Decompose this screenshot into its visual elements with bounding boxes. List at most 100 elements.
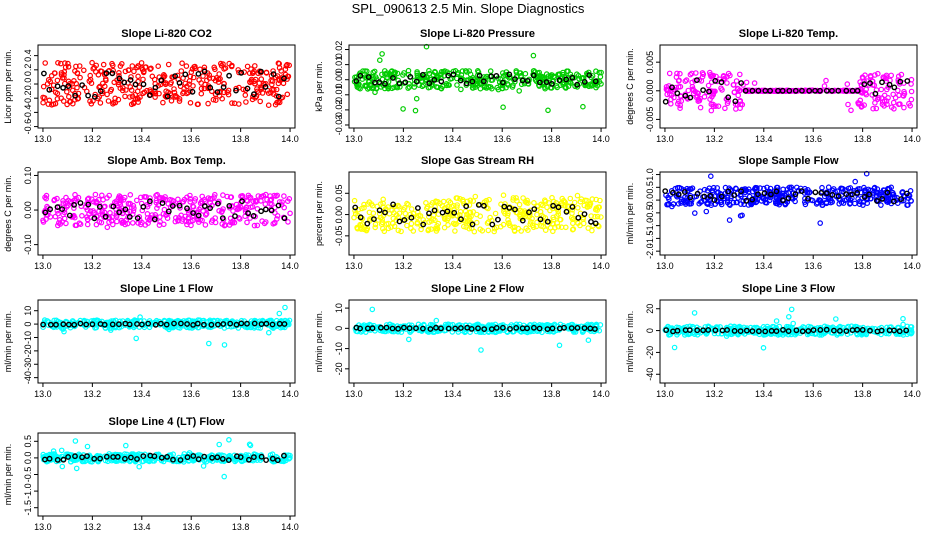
y-tick-label: 0.02 — [334, 41, 344, 59]
point-sample — [825, 184, 832, 191]
point-rh — [454, 195, 461, 201]
point-co2 — [205, 100, 211, 107]
point-temp — [883, 86, 890, 93]
point-line1 — [276, 310, 283, 317]
mean-point-co2 — [270, 71, 277, 78]
y-tick-label: -0.5 — [645, 205, 655, 221]
point-co2 — [152, 90, 159, 97]
point-co2 — [258, 76, 265, 82]
point-rh — [377, 201, 384, 207]
point-rh — [577, 198, 584, 205]
point-rh — [430, 216, 437, 222]
x-tick-label: 13.2 — [706, 261, 724, 271]
x-tick-label: 14.0 — [592, 134, 610, 144]
point-rh — [435, 199, 441, 205]
mean-point-ambbox — [71, 201, 78, 208]
mean-point-rh — [555, 204, 562, 211]
point-rh — [558, 200, 565, 206]
mean-point-pressure — [480, 78, 487, 85]
point-sample — [703, 208, 710, 215]
point-pressure — [494, 84, 501, 91]
point-ambbox — [249, 204, 256, 210]
point-temp — [875, 95, 882, 101]
point-pressure — [466, 68, 473, 74]
point-sample — [788, 194, 795, 201]
point-rh — [540, 223, 546, 230]
point-ambbox — [180, 199, 186, 205]
point-pressure — [477, 85, 484, 92]
points-line1 — [40, 304, 293, 348]
point-co2 — [259, 90, 266, 96]
mean-point-sample — [718, 193, 725, 200]
mean-point-co2 — [127, 77, 134, 83]
point-co2 — [40, 99, 46, 106]
x-tick-label: 13.8 — [854, 261, 872, 271]
point-co2 — [74, 70, 81, 76]
point-pressure — [469, 85, 476, 91]
point-pressure — [487, 68, 494, 74]
mean-point-co2 — [140, 81, 147, 88]
y-tick-label: -0.03 — [334, 115, 344, 136]
mean-point-ambbox — [232, 213, 238, 220]
mean-point-temp — [879, 79, 885, 86]
point-temp — [874, 70, 881, 77]
point-pressure — [411, 84, 418, 90]
point-pressure — [443, 81, 450, 87]
mean-point-pressure — [396, 80, 403, 87]
point-temp — [708, 107, 715, 114]
point-rh — [434, 226, 440, 232]
mean-point-sample — [711, 197, 718, 203]
point-co2 — [103, 77, 109, 84]
mean-point-co2 — [103, 70, 110, 77]
point-pressure — [438, 85, 445, 92]
mean-point-sample — [792, 191, 799, 198]
point-sample — [782, 201, 789, 208]
mean-point-line3 — [849, 327, 856, 333]
mean-point-pressure — [382, 80, 388, 87]
mean-point-pressure — [413, 78, 420, 85]
points-sample — [662, 170, 914, 226]
point-co2 — [192, 65, 199, 72]
point-temp — [873, 105, 880, 112]
point-ambbox — [199, 217, 205, 224]
mean-point-co2 — [244, 85, 251, 92]
point-line3 — [832, 316, 839, 322]
point-rh — [485, 205, 491, 212]
point-pressure — [593, 68, 599, 75]
mean-point-sample — [670, 189, 676, 196]
mean-point-co2 — [164, 93, 171, 100]
mean-point-sample — [738, 188, 744, 195]
mean-point-co2 — [172, 73, 179, 80]
point-co2 — [44, 81, 51, 87]
mean-point-co2 — [281, 75, 287, 82]
mean-point-temp — [755, 87, 762, 94]
x-tick-label: 13.0 — [345, 134, 363, 144]
point-line2 — [369, 306, 376, 313]
mean-point-pressure — [574, 81, 581, 88]
point-pressure — [395, 77, 402, 84]
point-ambbox — [60, 200, 67, 207]
point-co2 — [275, 76, 282, 82]
mean-point-sample — [866, 191, 872, 198]
point-ambbox — [279, 199, 285, 205]
point-co2 — [176, 96, 183, 102]
point-co2 — [176, 98, 183, 104]
panel-rh: Slope Gas Stream RH percent per min. 13.0 1… — [314, 155, 610, 271]
point-temp — [666, 70, 673, 77]
point-ambbox — [113, 198, 120, 204]
mean-point-ambbox — [165, 208, 172, 215]
mean-point-sample — [798, 188, 805, 195]
point-rh — [544, 204, 550, 211]
point-pressure — [414, 70, 420, 77]
mean-point-pressure — [469, 78, 476, 85]
point-ambbox — [55, 220, 62, 226]
point-line1 — [206, 340, 212, 347]
point-sample — [780, 186, 786, 193]
point-sample — [717, 199, 724, 206]
point-ambbox — [153, 192, 159, 199]
point-rh — [557, 216, 564, 223]
point-rh — [390, 215, 397, 222]
point-rh — [396, 210, 403, 217]
point-co2 — [198, 85, 205, 92]
point-line4 — [84, 443, 91, 450]
